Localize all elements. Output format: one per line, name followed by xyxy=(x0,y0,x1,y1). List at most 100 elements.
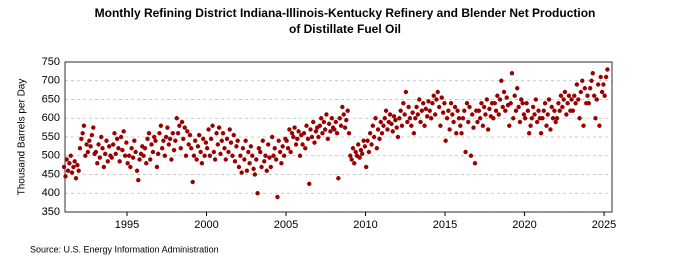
x-tick-label: 2000 xyxy=(194,219,218,231)
data-point xyxy=(451,119,456,125)
data-point xyxy=(501,89,507,95)
data-point xyxy=(407,116,413,121)
data-point xyxy=(410,110,415,115)
data-point xyxy=(542,101,548,106)
data-point xyxy=(77,146,83,151)
data-point xyxy=(438,123,443,128)
data-point xyxy=(75,162,80,168)
data-point xyxy=(173,138,178,143)
data-point xyxy=(178,146,183,151)
data-point xyxy=(167,136,173,142)
data-point xyxy=(393,117,398,123)
data-point xyxy=(99,134,104,140)
data-point xyxy=(594,97,599,102)
data-point xyxy=(187,132,193,138)
data-point xyxy=(193,138,198,143)
data-point xyxy=(252,172,258,177)
data-point xyxy=(93,149,99,155)
data-point xyxy=(258,149,263,155)
data-point xyxy=(211,149,217,155)
data-point xyxy=(304,123,309,128)
data-point xyxy=(492,101,498,106)
data-point xyxy=(456,116,462,121)
data-point xyxy=(528,123,533,128)
data-point xyxy=(499,78,504,83)
data-point xyxy=(426,99,431,104)
data-point xyxy=(538,131,544,136)
data-point xyxy=(61,164,67,170)
data-point xyxy=(558,93,564,98)
data-point xyxy=(381,123,386,128)
data-point xyxy=(342,125,348,130)
data-point xyxy=(532,112,537,117)
data-point xyxy=(349,157,354,162)
data-point xyxy=(63,174,68,179)
data-point xyxy=(263,153,268,158)
data-point xyxy=(541,108,546,113)
data-point xyxy=(395,134,401,140)
data-point xyxy=(289,131,295,136)
data-point xyxy=(533,97,539,102)
data-point xyxy=(516,104,521,110)
data-point xyxy=(264,168,269,173)
data-point xyxy=(382,116,387,121)
data-point xyxy=(275,194,280,200)
data-point xyxy=(337,116,342,121)
data-point xyxy=(526,131,532,136)
data-point xyxy=(549,104,554,110)
data-point xyxy=(333,119,338,125)
data-point xyxy=(268,164,273,170)
data-point xyxy=(218,151,223,157)
y-tick-label: 400 xyxy=(42,187,60,199)
data-point xyxy=(525,108,531,113)
data-point xyxy=(385,127,390,132)
data-point xyxy=(402,112,407,117)
data-point xyxy=(491,116,496,121)
data-point xyxy=(394,125,399,130)
data-point xyxy=(109,155,114,160)
data-point xyxy=(484,97,490,102)
data-point xyxy=(379,131,385,136)
data-point xyxy=(179,119,185,125)
data-point xyxy=(564,112,569,117)
data-point xyxy=(366,149,372,155)
data-point xyxy=(454,131,459,136)
y-tick-label: 700 xyxy=(42,75,60,87)
data-point xyxy=(157,131,162,136)
data-point xyxy=(210,123,215,128)
data-point xyxy=(239,170,244,175)
data-point xyxy=(240,146,246,151)
data-point xyxy=(577,116,582,121)
data-point xyxy=(325,136,331,142)
data-point xyxy=(556,101,561,106)
data-point xyxy=(200,136,206,142)
data-point xyxy=(576,97,581,102)
data-point xyxy=(80,131,85,136)
data-point xyxy=(387,112,393,117)
data-point xyxy=(194,157,199,162)
data-point xyxy=(334,131,340,136)
data-point xyxy=(95,161,100,166)
data-point xyxy=(191,153,197,158)
data-point xyxy=(580,78,585,83)
data-point xyxy=(267,155,272,160)
data-point xyxy=(321,119,327,125)
data-point xyxy=(560,104,565,110)
data-point xyxy=(446,108,451,113)
data-point xyxy=(276,138,281,143)
data-point xyxy=(246,149,251,155)
data-point xyxy=(353,149,358,155)
data-point xyxy=(72,159,77,164)
data-point xyxy=(442,101,447,106)
data-point xyxy=(521,112,527,117)
data-point xyxy=(152,134,157,140)
plot-frame xyxy=(64,61,613,213)
data-point xyxy=(536,108,541,113)
data-point xyxy=(320,131,325,136)
data-point xyxy=(544,123,549,128)
data-point xyxy=(116,146,121,151)
data-point xyxy=(418,119,423,125)
data-point xyxy=(383,108,389,113)
